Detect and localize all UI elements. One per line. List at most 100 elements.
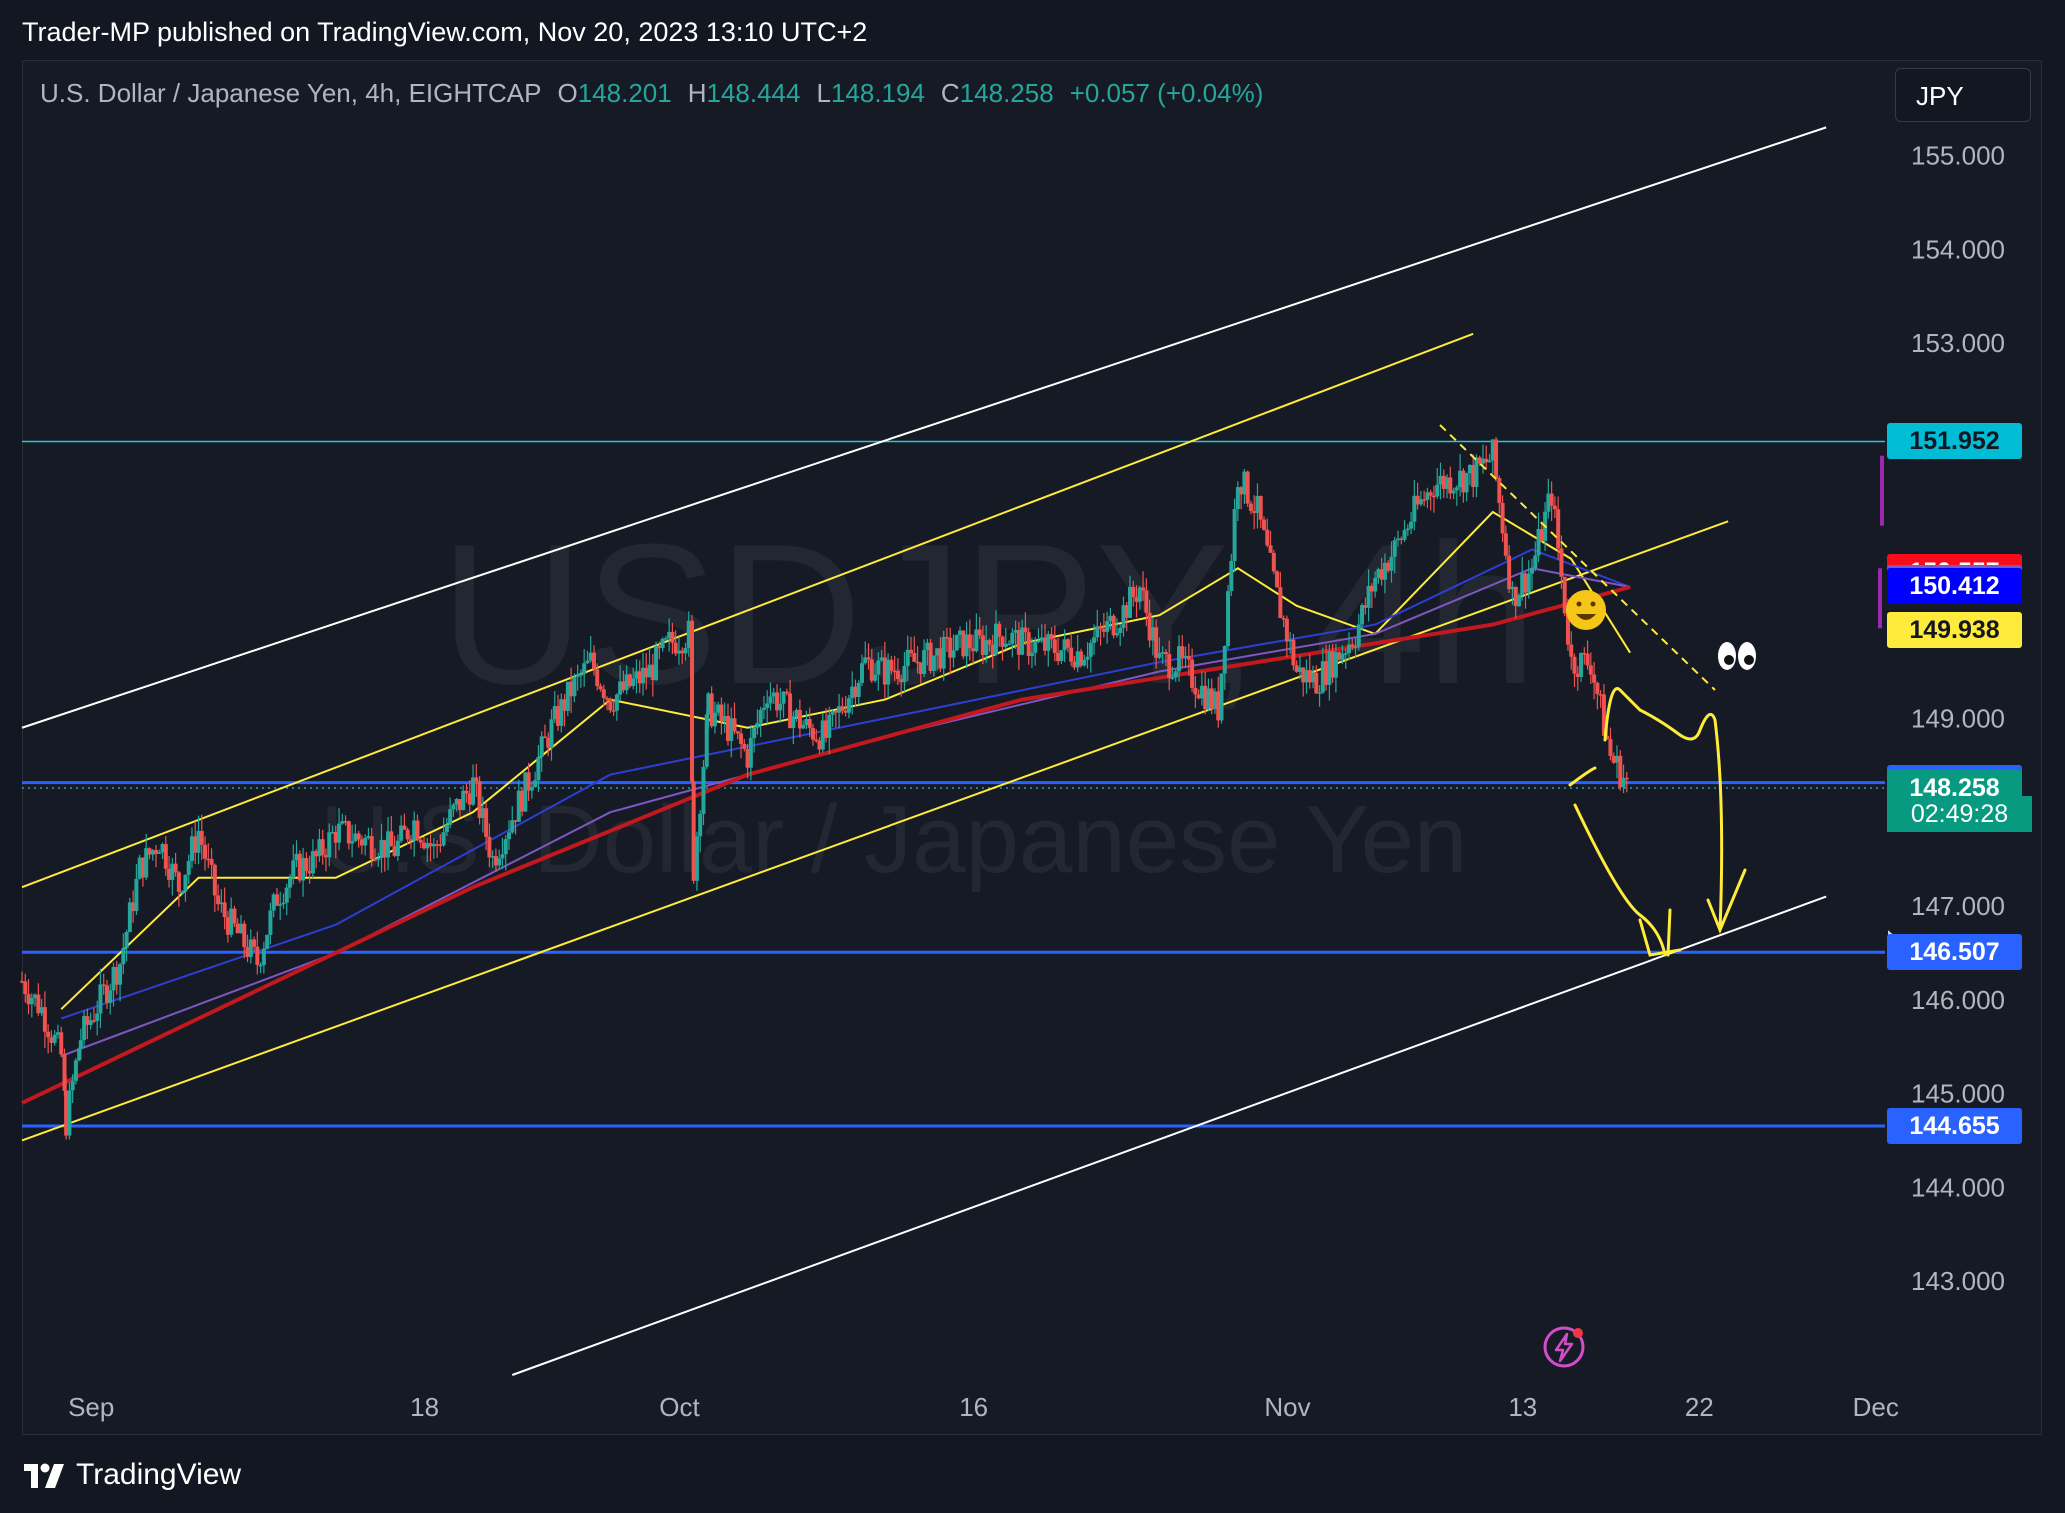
candle-body [719,704,724,722]
candle-body [1418,499,1423,505]
candle-body [1183,655,1188,658]
candle-body [1314,672,1319,694]
candle-body [477,781,482,818]
legend-high-label: H [687,78,707,108]
candle-body [1013,630,1018,633]
candle-body [987,640,992,645]
y-axis-tick-label: 147.000 [1911,891,2005,921]
x-axis-tick-label: 22 [1685,1392,1714,1422]
candle-body [186,861,191,875]
candle-body [967,634,972,649]
candle-body [565,681,570,711]
candle-body [170,863,175,880]
candle-body [1248,503,1253,511]
candle-body [1484,458,1489,463]
candle-body [915,661,920,664]
moving-average-line [60,548,1631,1020]
candle-body [1435,484,1440,497]
candle-body [340,821,345,824]
candle-body [454,799,459,805]
candle-body [1595,682,1600,695]
candle-body [520,790,525,812]
candle-body [422,842,427,849]
smiley-icon [1566,590,1606,630]
candle-body [1494,439,1499,479]
candle-body [484,808,489,837]
price-label: 146.507 [1887,934,2022,971]
candle-body [36,994,41,1014]
candle-body [1425,492,1430,500]
candle-body [1297,667,1302,672]
candle-body [1487,460,1492,463]
candle-body [46,1031,51,1038]
currency-button[interactable]: JPY [1895,68,2031,122]
candle-body [1520,573,1525,596]
candle-body [1294,665,1299,672]
candle-body [67,1090,72,1136]
candle-body [333,831,338,843]
candle-body [539,736,544,757]
candle-body [980,635,985,655]
moving-average-line [21,585,1631,1105]
candle-body [691,781,696,881]
candle-body [1252,510,1257,514]
candle-body [1412,495,1417,522]
chart-frame[interactable] [22,60,2042,1435]
candle-body [91,1020,96,1022]
candle-body [1065,639,1070,648]
candle-body [1337,652,1342,660]
candle-body [108,990,113,1003]
candle-body [1363,605,1368,608]
candle-body [595,669,600,687]
x-axis-tick-label: 16 [959,1392,988,1422]
candle-body [1278,587,1283,619]
candle-body [1016,630,1021,655]
candle-body [26,994,31,1005]
candle-body [1530,568,1535,574]
candle-body [673,642,678,654]
lightning-icon[interactable] [1542,1325,1586,1369]
candle-body [281,902,286,905]
candle-body [627,674,632,687]
candle-body [660,638,665,648]
candle-body [683,647,688,654]
candle-body [611,710,616,712]
candle-body [745,748,750,768]
legend-close-label: C [940,78,960,108]
candle-body [1235,487,1240,509]
candle-body [701,766,706,814]
candle-body [111,966,116,991]
candle-body [1350,644,1355,647]
candle-body [1409,521,1414,529]
candle-body [938,648,943,669]
candle-body [856,682,861,697]
candle-body [95,1013,100,1021]
candle-body [546,737,551,748]
tradingview-logo[interactable]: TradingView [22,1455,241,1495]
candle-body [98,984,103,1014]
candle-body [909,649,914,654]
candle-body [1219,673,1224,721]
candle-body [183,874,188,892]
candle-body [918,662,923,674]
candle-body [500,854,505,859]
candle-body [1036,640,1041,643]
price-label: 149.938 [1887,612,2022,649]
candle-body [1556,509,1561,549]
candle-body [101,984,106,986]
candle-body [1092,637,1097,643]
candle-body [1085,656,1090,660]
candle-body [137,857,142,879]
legend-open-label: O [557,78,578,108]
candle-body [1154,627,1159,658]
candle-body [140,857,145,878]
candle-body [127,902,132,933]
candle-body [1265,529,1270,546]
candle-body [372,858,377,861]
candle-body [1389,556,1394,571]
candle-body [1141,587,1146,591]
candle-body [529,787,534,791]
candle-body [1621,777,1626,788]
candle-body [1124,605,1129,618]
